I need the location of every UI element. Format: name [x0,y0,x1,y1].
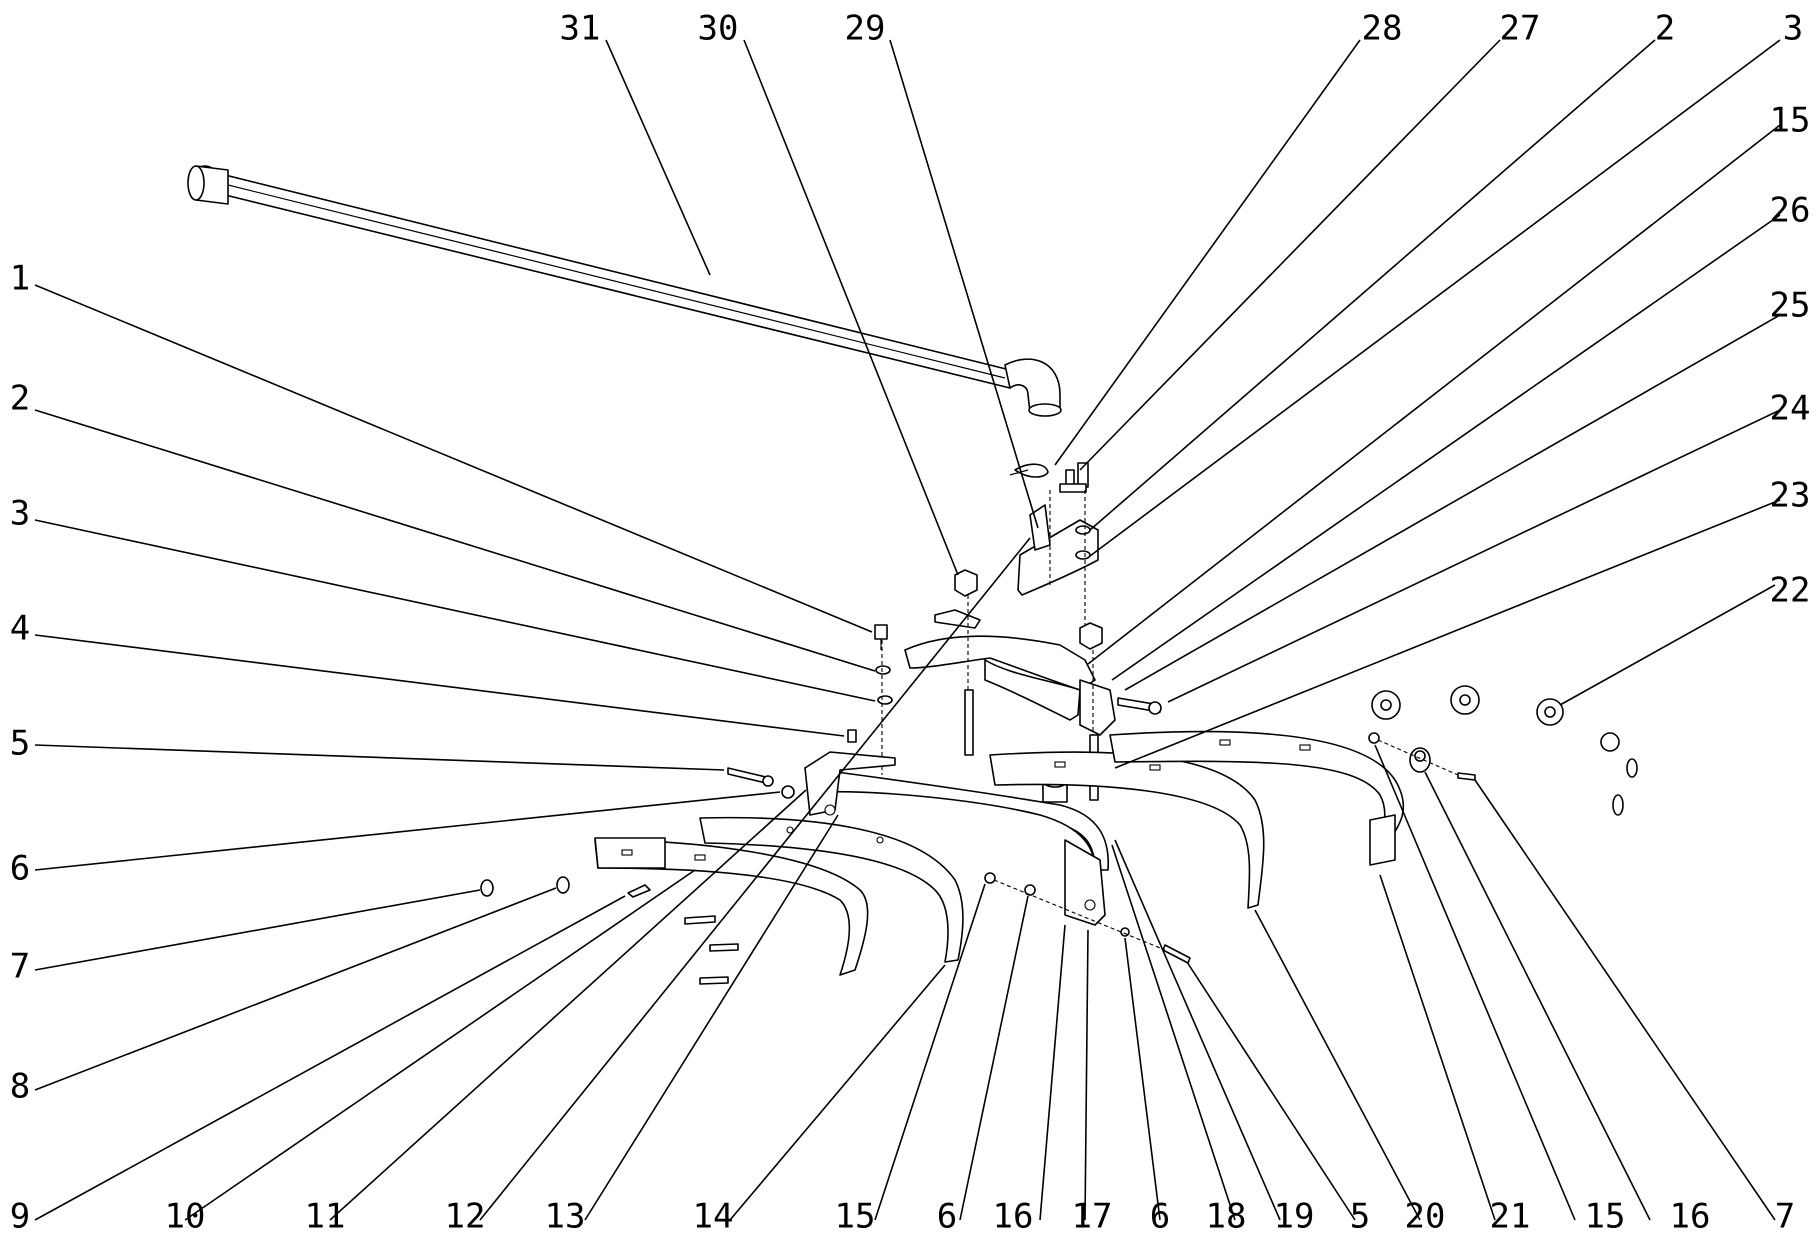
rear-right-blade [1109,730,1405,866]
callout-7-left: 7 [10,947,30,987]
callout-12: 12 [445,1197,486,1237]
leader-12 [479,537,1031,1221]
front-hardware [480,872,1191,985]
callout-18: 18 [1206,1197,1247,1237]
yoke-assembly [904,569,1162,801]
leader-lines [34,39,1781,1221]
leader-15a [1087,124,1781,665]
callout-25: 25 [1770,286,1811,326]
leader-28 [1054,39,1361,466]
leader-14 [729,964,946,1221]
leader-3a [1089,39,1781,557]
front-mid-blade [699,816,964,963]
callout-5-left: 5 [10,724,30,764]
callout-17: 17 [1072,1197,1113,1237]
callout-15-top: 15 [1770,101,1811,141]
callout-28: 28 [1362,9,1403,49]
leader-24 [1167,409,1781,703]
callout-9: 9 [10,1197,30,1237]
leader-5a [34,744,725,771]
callout-21: 21 [1490,1197,1531,1237]
callout-1: 1 [10,259,30,299]
leader-6c [1124,937,1161,1221]
leader-22 [1559,584,1776,706]
leader-23 [1114,499,1781,769]
leader-7b [1474,779,1776,1221]
callout-15-bottom-b: 15 [1585,1197,1626,1237]
callout-16-bottom-a: 16 [993,1197,1034,1237]
leader-31 [605,39,711,276]
callout-11: 11 [305,1197,346,1237]
callout-19: 19 [1274,1197,1315,1237]
leader-2a [1089,39,1656,531]
callout-3-top: 3 [1783,9,1803,49]
left-hardware [727,624,893,799]
leader-9 [34,895,626,1221]
callout-2-top: 2 [1655,9,1675,49]
leader-2b [34,409,876,672]
leader-11 [329,789,807,1221]
callout-8: 8 [10,1067,30,1107]
leader-6a [34,791,781,871]
leader-16b [1424,771,1651,1221]
callout-10: 10 [165,1197,206,1237]
callout-4: 4 [10,609,30,649]
callout-6-bottom-b: 6 [1150,1197,1170,1237]
callout-16-bottom-b: 16 [1670,1197,1711,1237]
callout-22: 22 [1770,571,1811,611]
callout-26: 26 [1770,191,1811,231]
main-frame [804,751,1110,926]
leader-18 [1111,844,1236,1221]
callout-6-bottom-a: 6 [937,1197,957,1237]
upper-bracket-assembly [1009,462,1099,630]
callout-14: 14 [693,1197,734,1237]
leader-19 [1114,839,1281,1221]
leader-13 [584,814,839,1221]
leader-30 [743,39,959,576]
leader-21 [1379,874,1496,1221]
leader-20 [1254,909,1421,1221]
front-left-blade [594,837,869,976]
callout-2-left: 2 [10,379,30,419]
callout-24: 24 [1770,389,1811,429]
leader-15c [1374,744,1576,1221]
leader-4 [34,634,845,737]
callout-29: 29 [845,9,886,49]
leader-3b [34,519,876,702]
callout-27: 27 [1500,9,1541,49]
leader-25 [1124,314,1781,691]
leader-27 [1079,39,1501,471]
leader-8 [34,887,557,1091]
callout-13: 13 [545,1197,586,1237]
callout-15-bottom-a: 15 [835,1197,876,1237]
callout-3-left: 3 [10,494,30,534]
leader-26 [1111,214,1781,681]
callout-5-bottom: 5 [1350,1197,1370,1237]
callout-30: 30 [698,9,739,49]
callout-labels: 31 30 29 28 27 2 3 15 26 25 24 23 22 1 2… [10,9,1811,1237]
leader-6b [959,895,1029,1221]
callout-23: 23 [1770,476,1811,516]
leader-5b [1186,961,1356,1221]
callout-7-bottom: 7 [1775,1197,1795,1237]
leader-16a [1039,924,1066,1221]
callout-20: 20 [1405,1197,1446,1237]
callout-31: 31 [560,9,601,49]
leader-1 [34,284,873,633]
right-hardware [1368,685,1638,816]
leader-15b [874,883,986,1221]
leader-17 [1084,929,1089,1221]
callout-6-left: 6 [10,849,30,889]
leader-7a [34,889,481,971]
leader-29 [889,39,1039,529]
handle-tube [187,165,1062,417]
leader-10 [184,869,696,1221]
